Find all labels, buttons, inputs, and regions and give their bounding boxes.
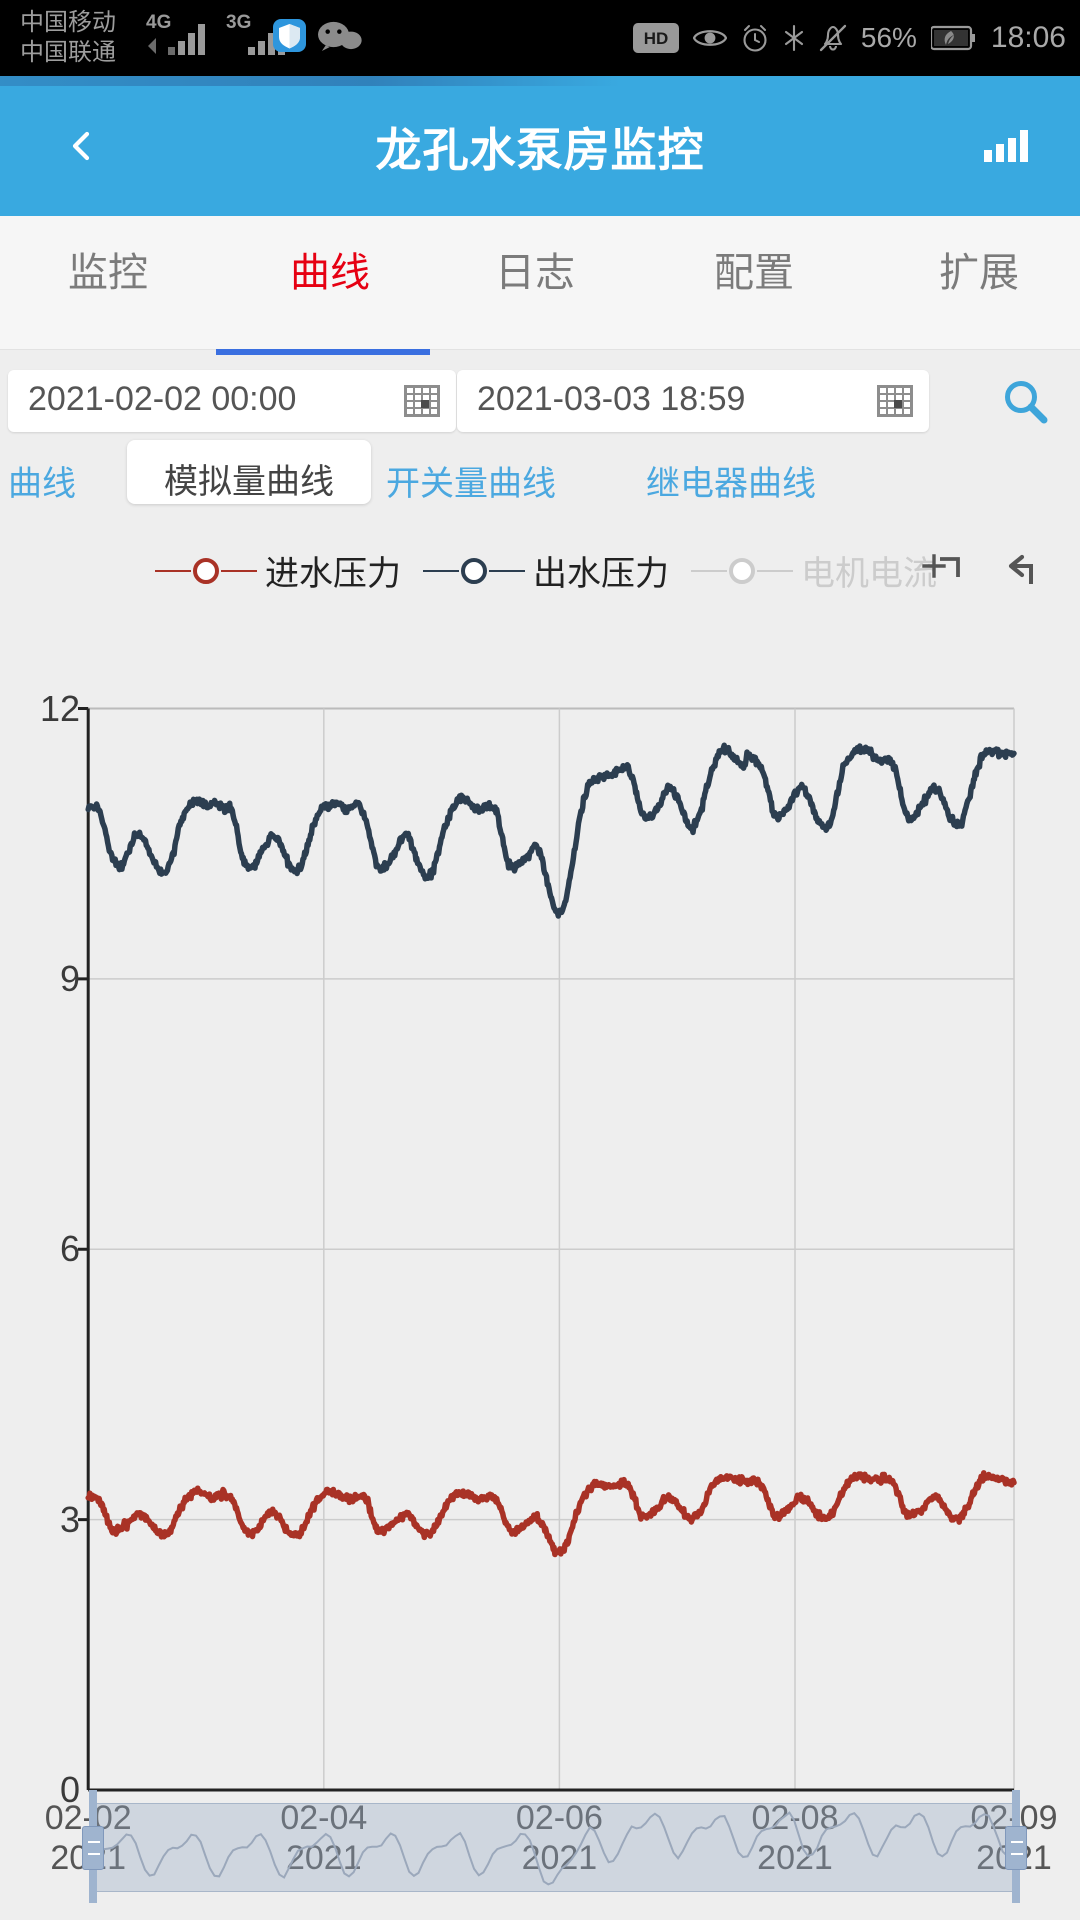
svg-text:HD: HD: [644, 29, 669, 48]
svg-text:3G: 3G: [226, 12, 251, 33]
svg-text:4G: 4G: [146, 12, 171, 33]
